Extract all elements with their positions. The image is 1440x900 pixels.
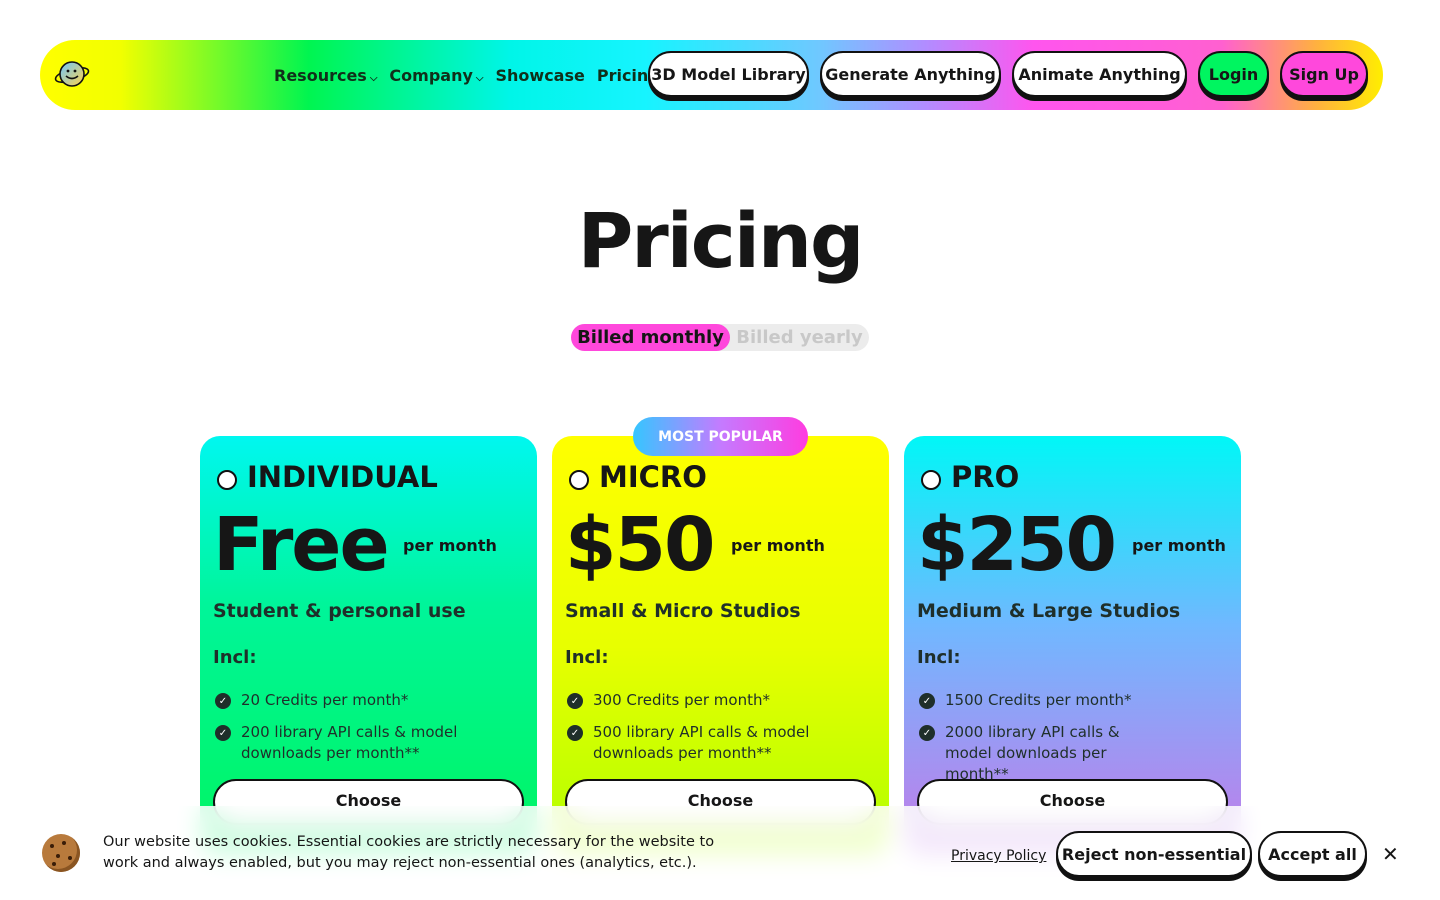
plan-price: $50 <box>565 502 715 588</box>
check-icon: ✓ <box>567 725 583 741</box>
plan-radio[interactable] <box>569 470 589 490</box>
plan-card-micro: MICRO $50 per month Small & Micro Studio… <box>552 436 889 856</box>
plan-subtitle: Small & Micro Studios <box>565 600 801 622</box>
close-icon[interactable]: ✕ <box>1382 842 1399 866</box>
plan-price: $250 <box>917 502 1117 588</box>
plan-tier: MICRO <box>599 460 707 494</box>
3d-model-library-button[interactable]: 3D Model Library <box>648 51 809 97</box>
generate-anything-button[interactable]: Generate Anything <box>820 51 1001 97</box>
check-icon: ✓ <box>567 693 583 709</box>
planet-logo-icon[interactable] <box>54 58 90 92</box>
plan-feature: ✓ 2000 library API calls & model download… <box>919 722 1159 785</box>
plan-feature: ✓ 300 Credits per month* <box>567 690 877 711</box>
login-button[interactable]: Login <box>1198 51 1269 97</box>
plan-incl-label: Incl: <box>565 647 609 668</box>
cookie-text: Our website uses cookies. Essential cook… <box>103 834 715 871</box>
plan-tier: PRO <box>951 460 1020 494</box>
billed-yearly-option[interactable]: Billed yearly <box>736 327 863 348</box>
page-title: Pricing <box>577 196 865 285</box>
plan-feature: ✓ 1500 Credits per month* <box>919 690 1229 711</box>
plan-radio[interactable] <box>921 470 941 490</box>
reject-non-essential-button[interactable]: Reject non-essential <box>1056 831 1252 877</box>
top-nav: Resources ⌵ Company ⌵ Showcase Pricing 3D … <box>40 40 1383 110</box>
plan-card-pro: PRO $250 per month Medium & Large Studio… <box>904 436 1241 856</box>
nav-company[interactable]: Company ⌵ <box>389 66 483 85</box>
plan-incl-label: Incl: <box>917 647 961 668</box>
plan-card-individual: INDIVIDUAL Free per month Student & pers… <box>200 436 537 856</box>
nav-label: Resources <box>274 65 367 85</box>
plan-subtitle: Medium & Large Studios <box>917 600 1181 622</box>
cookie-icon <box>42 834 80 872</box>
plan-period: per month <box>731 536 825 555</box>
feature-text: 200 library API calls & model downloads … <box>241 723 458 762</box>
nav-showcase[interactable]: Showcase <box>495 65 585 85</box>
chevron-down-icon: ⌵ <box>369 72 378 84</box>
feature-text: 20 Credits per month* <box>241 691 409 709</box>
billing-toggle[interactable]: Billed monthly Billed yearly <box>571 324 869 351</box>
nav-pricing[interactable]: Pricing <box>596 65 660 85</box>
plan-period: per month <box>1132 536 1226 555</box>
privacy-policy-link[interactable]: Privacy Policy <box>951 848 1047 864</box>
plan-tier: INDIVIDUAL <box>247 460 438 494</box>
sign-up-button[interactable]: Sign Up <box>1280 51 1368 97</box>
feature-text: 500 library API calls & model downloads … <box>593 723 810 762</box>
check-icon: ✓ <box>215 725 231 741</box>
feature-text: 300 Credits per month* <box>593 691 770 709</box>
check-icon: ✓ <box>919 725 935 741</box>
animate-anything-button[interactable]: Animate Anything <box>1012 51 1187 97</box>
check-icon: ✓ <box>215 693 231 709</box>
nav-resources[interactable]: Resources ⌵ <box>274 66 377 85</box>
plan-radio[interactable] <box>217 470 237 490</box>
nav-label: Company <box>389 65 473 85</box>
feature-text: 1500 Credits per month* <box>945 691 1132 709</box>
plan-feature: ✓ 500 library API calls & model downloads… <box>567 722 877 764</box>
plan-price: Free <box>213 502 390 588</box>
plan-period: per month <box>403 536 497 555</box>
billed-monthly-option[interactable]: Billed monthly <box>571 324 730 351</box>
plan-feature: ✓ 200 library API calls & model downloads… <box>215 722 525 764</box>
plan-feature: ✓ 20 Credits per month* <box>215 690 525 711</box>
cookie-banner: Our website uses cookies. Essential cook… <box>0 806 1440 900</box>
chevron-down-icon: ⌵ <box>475 72 484 84</box>
accept-all-button[interactable]: Accept all <box>1258 831 1367 877</box>
plan-subtitle: Student & personal use <box>213 600 466 622</box>
check-icon: ✓ <box>919 693 935 709</box>
feature-text: 2000 library API calls & model downloads… <box>945 723 1120 783</box>
plan-incl-label: Incl: <box>213 647 257 668</box>
most-popular-badge: MOST POPULAR <box>633 417 808 456</box>
